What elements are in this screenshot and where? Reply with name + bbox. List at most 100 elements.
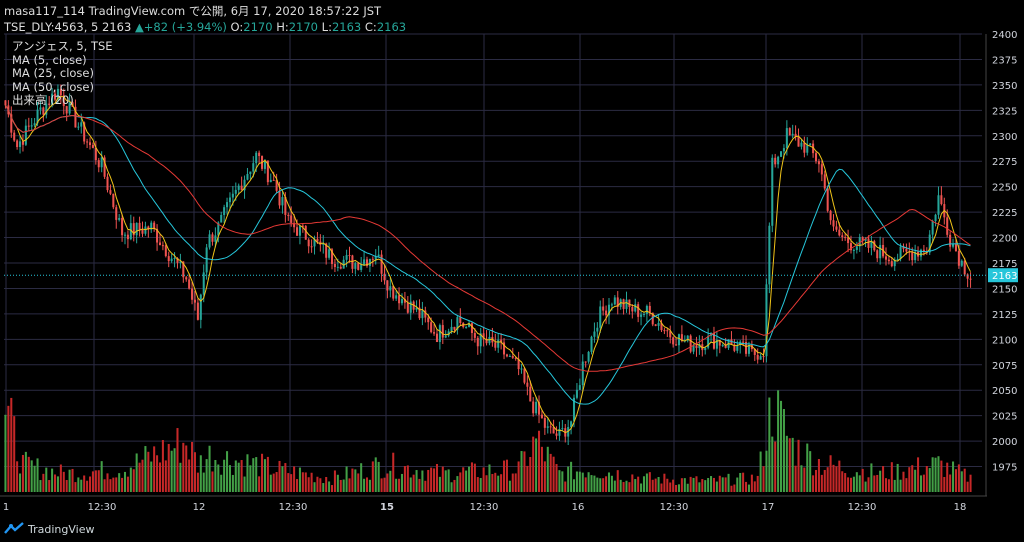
candle-body [199,294,202,320]
volume-bar [246,454,249,492]
candle-body [196,302,199,320]
candle-body [33,123,36,126]
candle-body [610,304,613,306]
volume-bar [380,478,383,492]
y-tick-label: 2175 [992,259,1017,270]
y-tick-label: 2100 [992,335,1017,346]
candle-body [214,235,217,242]
volume-bar [269,474,272,492]
volume-bar [739,472,742,492]
indicator-legend: アンジェス, 5, TSE MA (5, close) MA (25, clos… [12,39,113,108]
volume-bar [680,478,683,492]
candle-body [100,157,103,168]
legend-volume[interactable]: 出来高 (20) [12,93,74,107]
volume-bar [698,482,701,492]
candle-body [223,207,226,215]
candle-body [307,239,310,247]
candle-body [745,342,748,354]
volume-bar [756,475,759,492]
volume-bar [19,473,22,492]
volume-bar [400,473,404,492]
candle-body [348,255,351,257]
volume-bar [873,475,876,492]
candle-body [707,335,710,348]
volume-bar [788,438,791,492]
y-tick-label: 2300 [992,132,1017,143]
volume-bar [715,481,718,492]
candle-body [418,307,421,319]
legend-instrument[interactable]: アンジェス, 5, TSE [12,39,113,53]
candle-body [83,122,86,142]
y-tick-label: 1975 [992,463,1017,474]
volume-bar [126,476,129,492]
volume-bar [13,416,16,492]
volume-bar [908,467,911,492]
volume-bar [106,473,109,492]
candle-body [922,249,925,253]
candle-body [575,389,578,398]
candle-body [669,331,672,338]
candle-body [677,334,680,346]
candle-body [59,88,62,96]
volume-bar [949,474,952,492]
candle-body [753,349,756,355]
candle-body [505,354,508,357]
candle-body [118,218,121,220]
legend-ma50[interactable]: MA (50, close) [12,79,94,94]
volume-bar [707,477,710,492]
volume-bar [196,472,199,492]
volume-bar [97,470,100,492]
candle-body [873,241,876,251]
volume-bar [841,471,844,492]
x-tick-label: 17 [762,502,775,513]
candle-body [785,128,788,149]
candle-body [316,238,319,242]
volume-bar [753,481,756,492]
candle-body [345,255,348,260]
volume-bar [940,460,943,492]
volume-bar [328,481,331,492]
volume-bar [575,471,578,492]
volume-bar [42,473,45,492]
volume-bar [468,466,471,492]
candle-body [914,251,917,261]
volume-bar [634,479,637,492]
volume-bar [240,460,243,492]
candle-body [584,361,587,363]
tradingview-brand[interactable]: TradingView [4,520,94,538]
volume-bar [365,477,369,492]
candle-body [54,93,57,100]
symbol-label[interactable]: TSE_DLY:4563, 5 [4,20,99,34]
volume-bar [651,479,654,492]
candle-body [887,259,890,262]
candle-body [631,306,634,312]
candle-body [97,160,100,168]
volume-bar [424,480,427,492]
volume-bar [415,470,418,492]
candle-body [470,323,473,334]
volume-bar [814,469,818,492]
candle-body [129,223,132,240]
y-tick-label: 2325 [992,106,1017,117]
volume-bar [438,476,441,492]
volume-bar [683,478,686,492]
volume-bar [91,471,94,492]
legend-ma5[interactable]: MA (5, close) [12,52,87,67]
volume-bar [278,460,281,492]
volume-bar [917,457,920,492]
volume-bar [263,459,266,492]
candle-body [173,257,176,259]
volume-bar [640,483,643,492]
volume-bar [712,477,715,492]
legend-ma25[interactable]: MA (25, close) [12,66,94,80]
candle-body [491,336,494,343]
candle-body [205,247,208,273]
brand-name: TradingView [28,522,95,536]
candle-body [640,314,643,317]
candle-body [330,249,334,264]
candle-body [176,257,179,263]
ma-line-5 [5,95,971,434]
candle-body [890,261,893,267]
volume-bar [710,476,713,492]
